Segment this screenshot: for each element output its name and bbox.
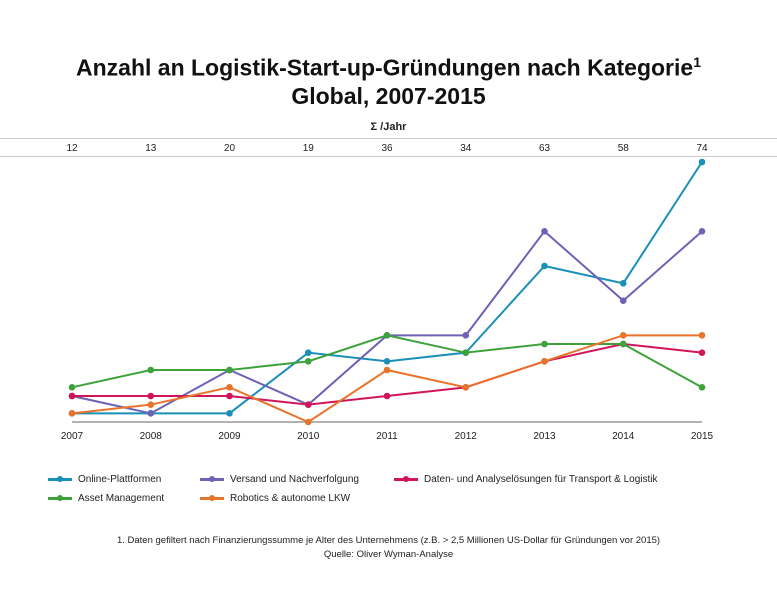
data-point bbox=[698, 228, 706, 235]
data-point bbox=[462, 384, 470, 391]
x-tick-label: 2012 bbox=[455, 431, 478, 442]
data-point bbox=[147, 410, 155, 417]
data-point bbox=[68, 392, 76, 400]
data-point bbox=[698, 349, 706, 356]
legend-label: Robotics & autonome LKW bbox=[230, 493, 351, 504]
data-point bbox=[619, 297, 627, 304]
data-point bbox=[698, 332, 706, 339]
x-tick-label: 2009 bbox=[218, 431, 241, 442]
data-point bbox=[147, 366, 155, 374]
data-point bbox=[226, 410, 233, 417]
total-label: 74 bbox=[696, 143, 708, 154]
chart-subtitle: Global, 2007-2015 bbox=[291, 83, 486, 109]
totals-label: Σ /Jahr bbox=[370, 121, 407, 133]
data-point bbox=[226, 366, 233, 374]
x-tick-label: 2014 bbox=[612, 431, 635, 442]
legend-item: Daten- und Analyselösungen für Transport… bbox=[394, 474, 657, 485]
legend-item: Asset Management bbox=[48, 493, 164, 504]
x-tick-label: 2008 bbox=[140, 431, 163, 442]
data-point bbox=[541, 262, 548, 270]
totals-bottom-divider bbox=[0, 156, 777, 157]
data-point bbox=[304, 349, 312, 356]
legend-swatch bbox=[394, 476, 418, 482]
data-point bbox=[462, 332, 470, 339]
data-point bbox=[383, 366, 391, 374]
data-point bbox=[619, 340, 627, 348]
source: Quelle: Oliver Wyman-Analyse bbox=[323, 549, 454, 560]
footnote: 1. Daten gefiltert nach Finanzierungssum… bbox=[116, 535, 661, 546]
x-tick-label: 2011 bbox=[376, 431, 398, 442]
x-tick-label: 2010 bbox=[297, 431, 320, 442]
total-label: 12 bbox=[66, 143, 78, 154]
legend-swatch bbox=[200, 476, 224, 482]
data-point bbox=[147, 392, 155, 400]
total-label: 63 bbox=[539, 143, 551, 154]
data-point bbox=[226, 384, 233, 391]
data-point bbox=[68, 384, 76, 391]
legend-label: Daten- und Analyselösungen für Transport… bbox=[424, 474, 658, 485]
legend-swatch bbox=[200, 495, 224, 501]
series-line bbox=[71, 229, 703, 415]
totals-top-divider bbox=[0, 138, 777, 139]
data-point bbox=[68, 410, 76, 417]
x-tick-label: 2007 bbox=[61, 431, 84, 442]
legend-swatch bbox=[48, 476, 72, 482]
chart-title: Anzahl an Logistik-Start-up-Gründungen n… bbox=[0, 54, 777, 82]
legend-swatch bbox=[48, 495, 72, 501]
total-label: 36 bbox=[381, 143, 393, 154]
data-point bbox=[619, 280, 627, 287]
data-point bbox=[383, 332, 391, 339]
line-chart: 2007 12 2008 13 2009 20 2010 19 2011 36 2012 34 2013… bbox=[61, 143, 714, 442]
data-point bbox=[462, 349, 470, 356]
legend-label: Asset Management bbox=[78, 493, 165, 504]
data-point bbox=[147, 401, 155, 408]
legend-item: Versand und Nachverfolgung bbox=[200, 474, 359, 485]
data-point bbox=[304, 401, 312, 408]
x-tick-label: 2015 bbox=[691, 431, 714, 442]
data-point bbox=[698, 384, 706, 391]
total-label: 13 bbox=[145, 143, 157, 154]
legend-item: Robotics & autonome LKW bbox=[200, 493, 350, 504]
total-label: 34 bbox=[460, 143, 472, 154]
x-tick-label: 2013 bbox=[533, 431, 556, 442]
total-label: 58 bbox=[618, 143, 630, 154]
total-label: 20 bbox=[224, 143, 236, 154]
data-point bbox=[541, 340, 548, 348]
title-footnote-mark: 1 bbox=[693, 54, 701, 70]
data-point bbox=[304, 358, 312, 365]
data-point bbox=[383, 358, 391, 365]
legend-label: Online-Plattformen bbox=[78, 474, 162, 485]
legend-label: Versand und Nachverfolgung bbox=[230, 474, 359, 485]
legend-item: Online-Plattformen bbox=[48, 474, 161, 485]
data-point bbox=[383, 392, 391, 400]
data-point bbox=[619, 332, 627, 339]
data-point bbox=[304, 418, 312, 426]
title-text: Anzahl an Logistik-Start-up-Gründungen n… bbox=[76, 54, 694, 81]
data-point bbox=[541, 358, 548, 365]
total-label: 19 bbox=[303, 143, 315, 154]
data-point bbox=[698, 158, 706, 166]
data-point bbox=[226, 392, 233, 400]
data-point bbox=[541, 228, 548, 235]
